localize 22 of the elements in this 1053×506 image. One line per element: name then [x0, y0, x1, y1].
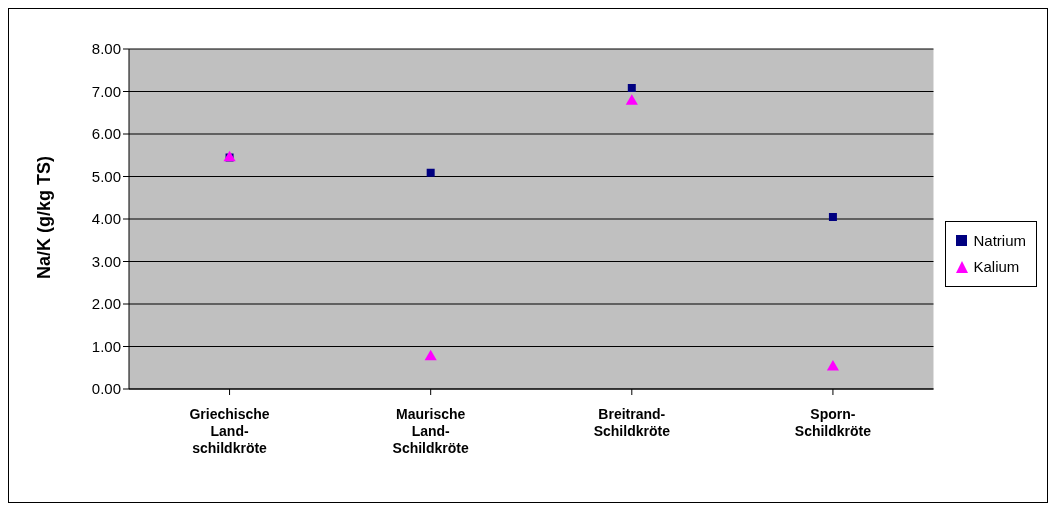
- x-tick-label: Griechische Land- schildkröte: [189, 406, 270, 456]
- y-tick-label: 3.00: [91, 252, 121, 270]
- y-tick-label: 1.00: [91, 337, 121, 355]
- x-tick-label: Breitrand- Schildkröte: [593, 406, 671, 439]
- legend-label: Natrium: [973, 231, 1026, 251]
- y-tick-label: 5.00: [91, 167, 121, 185]
- y-tick-label: 8.00: [91, 40, 121, 58]
- y-tick-label: 7.00: [91, 82, 121, 100]
- x-tick-label: Sporn- Schildkröte: [794, 406, 872, 439]
- legend-label: Kalium: [973, 257, 1020, 277]
- point: [625, 94, 638, 105]
- x-tick-label: Maurische Land- Schildkröte: [392, 406, 470, 456]
- y-tick-label: 0.00: [91, 380, 121, 398]
- y-axis-title: Na/K (g/kg TS): [34, 155, 55, 279]
- point: [424, 349, 437, 361]
- y-tick-label: 4.00: [91, 210, 121, 228]
- point: [627, 84, 636, 93]
- point: [826, 359, 839, 371]
- point: [828, 212, 837, 221]
- y-tick-label: 6.00: [91, 125, 121, 143]
- y-tick-label: 2.00: [91, 295, 121, 313]
- point: [426, 168, 435, 177]
